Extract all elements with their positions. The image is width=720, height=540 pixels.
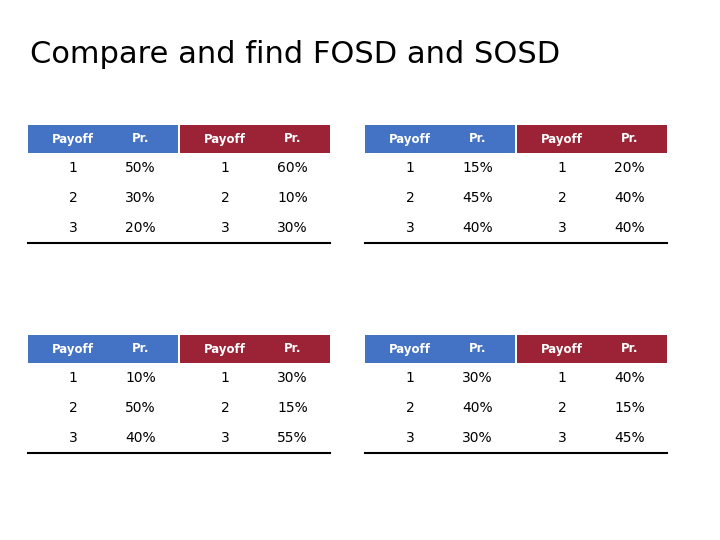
- Text: 1: 1: [557, 161, 567, 175]
- Text: 30%: 30%: [462, 431, 492, 445]
- Bar: [517, 125, 667, 153]
- Text: 40%: 40%: [614, 221, 645, 235]
- Text: 45%: 45%: [462, 191, 492, 205]
- Text: Pr.: Pr.: [469, 342, 486, 355]
- Text: 2: 2: [68, 191, 77, 205]
- Text: Payoff: Payoff: [52, 342, 94, 355]
- Text: 1: 1: [68, 371, 78, 385]
- Bar: [28, 125, 178, 153]
- Text: 15%: 15%: [462, 161, 493, 175]
- Text: 40%: 40%: [614, 191, 645, 205]
- Text: 1: 1: [220, 371, 230, 385]
- Text: 30%: 30%: [462, 371, 492, 385]
- Text: 30%: 30%: [125, 191, 156, 205]
- Bar: [517, 335, 667, 363]
- Bar: [180, 335, 330, 363]
- Text: 40%: 40%: [462, 401, 492, 415]
- Text: Pr.: Pr.: [469, 132, 486, 145]
- Text: 10%: 10%: [125, 371, 156, 385]
- Bar: [365, 335, 515, 363]
- Text: 50%: 50%: [125, 401, 156, 415]
- Text: 3: 3: [220, 221, 230, 235]
- Text: 60%: 60%: [277, 161, 308, 175]
- Text: Pr.: Pr.: [132, 342, 149, 355]
- Text: 3: 3: [68, 221, 77, 235]
- Text: 30%: 30%: [277, 221, 308, 235]
- Text: Pr.: Pr.: [284, 132, 301, 145]
- Text: 50%: 50%: [125, 161, 156, 175]
- Text: Pr.: Pr.: [284, 342, 301, 355]
- Text: 3: 3: [405, 431, 415, 445]
- Text: 1: 1: [405, 371, 415, 385]
- Text: 3: 3: [557, 221, 567, 235]
- Text: Payoff: Payoff: [204, 132, 246, 145]
- Text: 3: 3: [557, 431, 567, 445]
- Text: Payoff: Payoff: [389, 342, 431, 355]
- Text: 1: 1: [557, 371, 567, 385]
- Bar: [28, 335, 178, 363]
- Bar: [365, 125, 515, 153]
- Text: Payoff: Payoff: [541, 342, 583, 355]
- Text: 1: 1: [68, 161, 78, 175]
- Text: 10%: 10%: [277, 191, 308, 205]
- Text: 20%: 20%: [614, 161, 645, 175]
- Text: Compare and find FOSD and SOSD: Compare and find FOSD and SOSD: [30, 40, 560, 69]
- Text: 3: 3: [220, 431, 230, 445]
- Text: Pr.: Pr.: [132, 132, 149, 145]
- Text: 1: 1: [405, 161, 415, 175]
- Text: 2: 2: [405, 401, 415, 415]
- Bar: [180, 125, 330, 153]
- Text: 45%: 45%: [614, 431, 645, 445]
- Text: 20%: 20%: [125, 221, 156, 235]
- Text: 2: 2: [557, 401, 567, 415]
- Text: 40%: 40%: [125, 431, 156, 445]
- Text: 2: 2: [557, 191, 567, 205]
- Text: Payoff: Payoff: [52, 132, 94, 145]
- Text: 40%: 40%: [462, 221, 492, 235]
- Text: 15%: 15%: [614, 401, 645, 415]
- Text: 40%: 40%: [614, 371, 645, 385]
- Text: 3: 3: [405, 221, 415, 235]
- Text: Pr.: Pr.: [621, 132, 638, 145]
- Text: Payoff: Payoff: [204, 342, 246, 355]
- Text: 3: 3: [68, 431, 77, 445]
- Text: 2: 2: [220, 401, 230, 415]
- Text: Pr.: Pr.: [621, 342, 638, 355]
- Text: 2: 2: [405, 191, 415, 205]
- Text: 30%: 30%: [277, 371, 308, 385]
- Text: Payoff: Payoff: [389, 132, 431, 145]
- Text: 55%: 55%: [277, 431, 308, 445]
- Text: 1: 1: [220, 161, 230, 175]
- Text: 2: 2: [68, 401, 77, 415]
- Text: 15%: 15%: [277, 401, 308, 415]
- Text: 2: 2: [220, 191, 230, 205]
- Text: Payoff: Payoff: [541, 132, 583, 145]
